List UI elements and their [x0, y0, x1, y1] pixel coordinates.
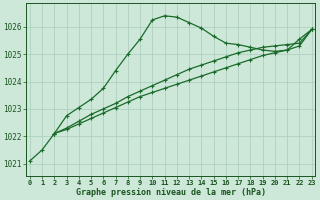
X-axis label: Graphe pression niveau de la mer (hPa): Graphe pression niveau de la mer (hPa)	[76, 188, 266, 197]
